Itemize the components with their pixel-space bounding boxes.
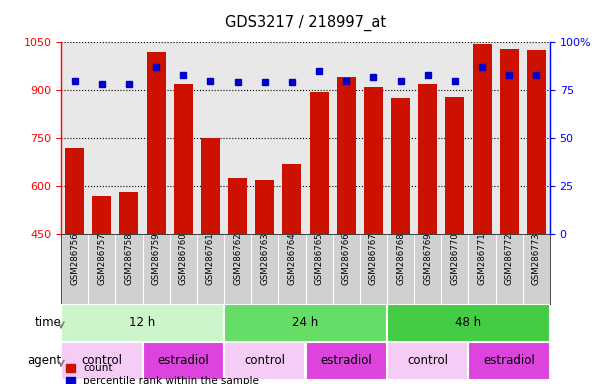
Bar — [391, 98, 410, 234]
Text: GDS3217 / 218997_at: GDS3217 / 218997_at — [225, 15, 386, 31]
Text: 48 h: 48 h — [455, 316, 481, 329]
Text: agent: agent — [27, 354, 61, 367]
Text: estradiol: estradiol — [483, 354, 535, 367]
Bar — [418, 84, 437, 234]
Text: control: control — [244, 354, 285, 367]
Bar — [255, 180, 274, 234]
Text: control: control — [407, 354, 448, 367]
Bar — [387, 342, 469, 380]
Bar — [201, 138, 220, 234]
Bar — [337, 77, 356, 234]
Bar — [364, 87, 383, 234]
Bar — [224, 342, 306, 380]
Legend: count, percentile rank within the sample: count, percentile rank within the sample — [67, 363, 259, 384]
Bar — [147, 52, 166, 234]
Text: 24 h: 24 h — [293, 316, 318, 329]
Bar — [306, 342, 387, 380]
Bar — [527, 50, 546, 234]
Bar — [224, 303, 387, 342]
Bar — [142, 342, 224, 380]
Bar — [92, 195, 111, 234]
Text: time: time — [34, 316, 61, 329]
Text: control: control — [81, 354, 122, 367]
Text: estradiol: estradiol — [158, 354, 209, 367]
Bar — [387, 303, 550, 342]
Bar — [472, 44, 491, 234]
Bar — [61, 342, 142, 380]
Bar — [65, 147, 84, 234]
Bar — [61, 303, 224, 342]
Bar — [228, 178, 247, 234]
Bar — [174, 84, 193, 234]
Bar — [500, 49, 519, 234]
Bar — [120, 192, 139, 234]
Text: 12 h: 12 h — [130, 316, 156, 329]
Bar — [282, 164, 301, 234]
Bar — [445, 96, 464, 234]
Bar — [469, 342, 550, 380]
Text: estradiol: estradiol — [320, 354, 372, 367]
Bar — [310, 92, 329, 234]
